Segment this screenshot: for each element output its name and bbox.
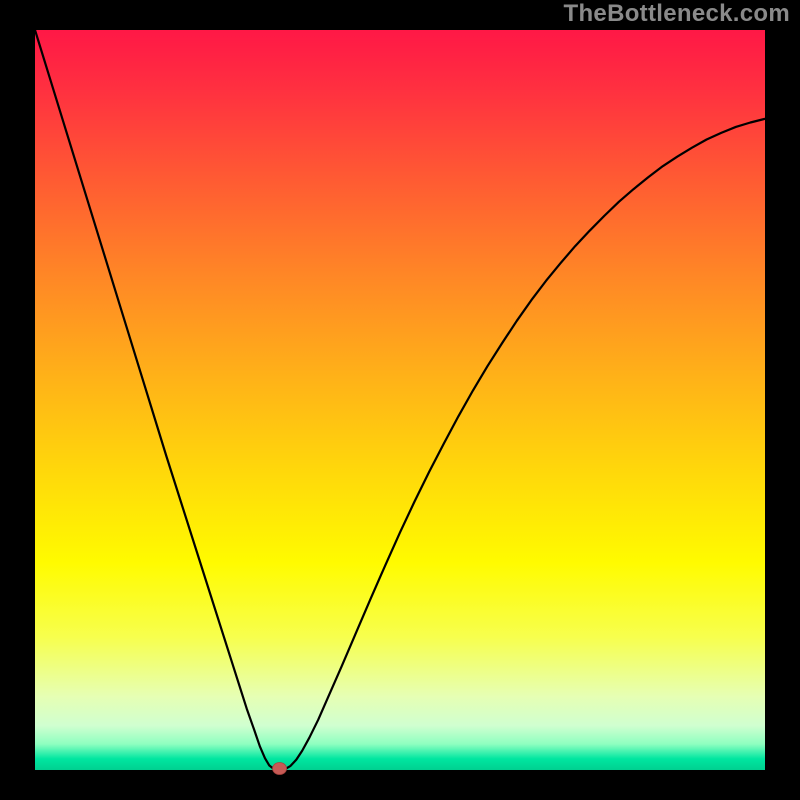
- bottleneck-chart: [0, 0, 800, 800]
- plot-background-gradient: [35, 30, 765, 770]
- chart-container: TheBottleneck.com: [0, 0, 800, 800]
- optimal-point-marker: [273, 763, 287, 775]
- watermark-label: TheBottleneck.com: [564, 0, 790, 28]
